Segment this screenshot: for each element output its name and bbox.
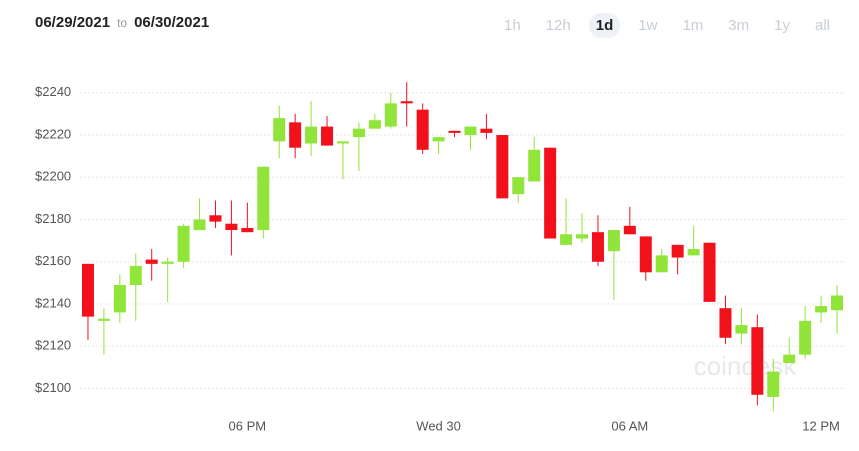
candle-body — [273, 118, 286, 142]
x-tick-label: Wed 30 — [416, 418, 461, 433]
candle-body — [496, 135, 509, 199]
range-selector: 1h 12h 1d 1w 1m 3m 1y all — [497, 13, 837, 38]
candle-body — [623, 225, 636, 235]
candle-body — [815, 306, 828, 313]
candle-body — [831, 295, 844, 311]
candle-body — [161, 261, 174, 264]
y-tick-label: $2240 — [35, 84, 71, 99]
range-button[interactable]: 1d — [588, 13, 621, 38]
candle-body — [321, 126, 334, 146]
candle-body — [225, 223, 238, 231]
candle-body — [432, 137, 445, 142]
candle-body — [464, 126, 477, 136]
x-tick-label: 06 PM — [229, 418, 267, 433]
x-tick-label: 12 PM — [802, 418, 840, 433]
candle-body — [735, 325, 748, 334]
candle-body — [799, 320, 812, 355]
candle-body — [416, 109, 429, 150]
candle-body — [177, 225, 190, 262]
y-tick-label: $2180 — [35, 211, 71, 226]
y-tick-label: $2140 — [35, 295, 71, 310]
candle-body — [129, 265, 142, 285]
candle-body — [767, 371, 780, 397]
candle-body — [352, 128, 365, 138]
candle-body — [113, 284, 126, 313]
candle-body — [400, 101, 413, 104]
range-button[interactable]: 12h — [545, 17, 571, 34]
y-tick-label: $2200 — [35, 169, 71, 184]
candle-body — [368, 120, 381, 129]
range-button[interactable]: 1y — [774, 17, 790, 34]
candle-body — [591, 232, 604, 262]
candle-body — [384, 103, 397, 127]
candle-body — [97, 318, 110, 321]
candle-body — [703, 242, 716, 302]
candle-body — [305, 126, 318, 144]
candle-body — [257, 166, 270, 231]
candle-body — [671, 244, 684, 258]
candle-body — [448, 130, 461, 133]
y-tick-label: $2120 — [35, 338, 71, 353]
candle-body — [528, 149, 541, 182]
candle-body — [336, 141, 349, 144]
range-button[interactable]: 1w — [638, 17, 658, 34]
range-button[interactable]: 1h — [504, 17, 521, 34]
date-from[interactable]: 06/29/2021 — [35, 14, 111, 31]
candle-body — [544, 147, 557, 239]
candle-body — [209, 215, 222, 222]
range-button[interactable]: 1m — [682, 17, 704, 34]
range-button[interactable]: all — [814, 17, 830, 34]
candle-body — [289, 122, 302, 148]
y-tick-label: $2220 — [35, 126, 71, 141]
candle-body — [783, 354, 796, 364]
candle-body — [241, 227, 254, 233]
candle-body — [576, 234, 589, 239]
candle-body — [145, 259, 158, 264]
candle-body — [560, 234, 573, 245]
candle-body — [655, 255, 668, 273]
candle-body — [607, 230, 620, 252]
candle-body — [512, 177, 525, 195]
candle-body — [639, 236, 652, 273]
candle-body — [193, 219, 206, 231]
date-range: 06/29/2021 to 06/30/2021 — [35, 14, 209, 31]
date-separator: to — [117, 16, 128, 30]
date-to[interactable]: 06/30/2021 — [134, 14, 210, 31]
y-tick-label: $2160 — [35, 253, 71, 268]
candle-body — [480, 128, 493, 133]
x-tick-label: 06 AM — [611, 418, 648, 433]
candle-body — [687, 249, 700, 256]
candle-body — [81, 263, 94, 317]
candle-body — [751, 327, 764, 395]
range-button[interactable]: 3m — [728, 17, 750, 34]
watermark: coindesk — [694, 351, 798, 381]
y-tick-label: $2100 — [35, 380, 71, 395]
candle-body — [719, 308, 732, 338]
